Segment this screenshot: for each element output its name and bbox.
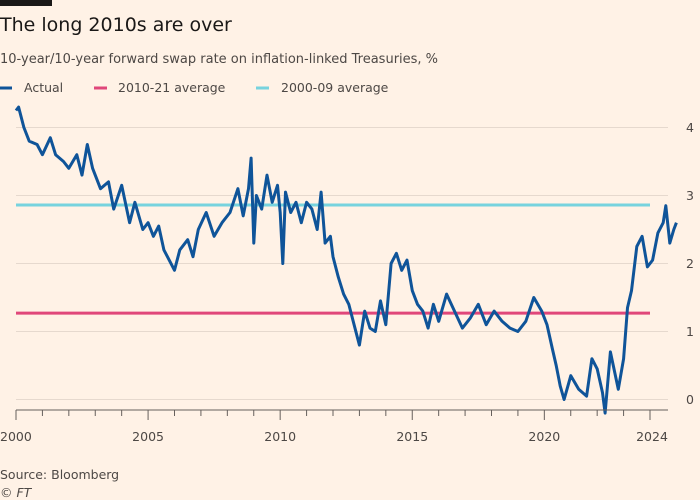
y-tick-label-1: 1 — [686, 324, 694, 339]
ft-title-bar — [0, 0, 52, 6]
chart-title: The long 2010s are over — [0, 14, 232, 36]
x-tick-label-2015: 2015 — [396, 429, 428, 444]
copyright-note: © FT — [0, 485, 33, 500]
legend-item-actual: Actual — [0, 80, 63, 95]
legend-label-2000-09-average: 2000-09 average — [281, 80, 389, 95]
y-tick-label-2: 2 — [686, 256, 694, 271]
legend: Actual 2010-21 average 2000-09 average — [0, 80, 389, 95]
x-tick-label-2010: 2010 — [264, 429, 296, 444]
x-tick-label-2005: 2005 — [132, 429, 164, 444]
y-tick-label-3: 3 — [686, 188, 694, 203]
gridlines — [16, 127, 668, 400]
x-tick-label-2020: 2020 — [528, 429, 560, 444]
source-note: Source: Bloomberg — [0, 467, 119, 482]
y-tick-label-0: 0 — [686, 392, 694, 407]
x-tick-label-2000: 2000 — [0, 429, 32, 444]
x-tick-label-2024: 2024 — [636, 429, 668, 444]
chart-subtitle: 10-year/10-year forward swap rate on inf… — [0, 52, 438, 67]
y-tick-label-4: 4 — [686, 120, 694, 135]
legend-label-actual: Actual — [24, 80, 63, 95]
legend-item-2010-21-average: 2010-21 average — [94, 80, 226, 95]
legend-item-2000-09-average: 2000-09 average — [256, 80, 389, 95]
axes: 0 1 2 3 4 2000 2005 2010 2015 2020 2024 — [0, 120, 694, 444]
reference-lines — [16, 203, 650, 315]
legend-label-2010-21-average: 2010-21 average — [118, 80, 226, 95]
series-layer — [14, 105, 678, 415]
series-line-actual — [14, 105, 678, 415]
